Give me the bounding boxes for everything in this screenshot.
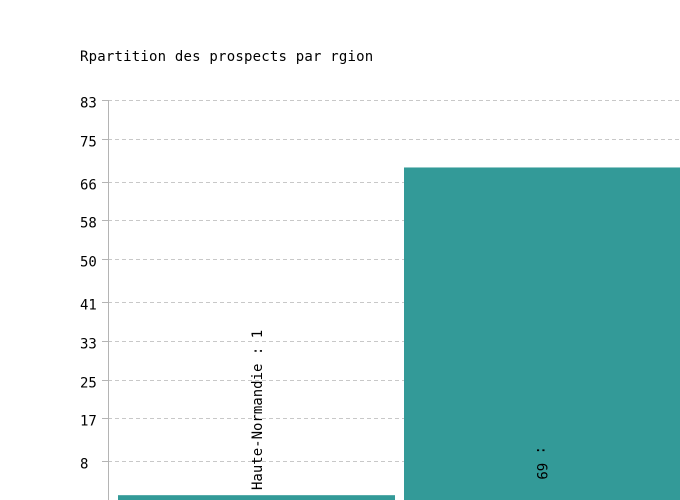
y-tick-label: 58	[80, 216, 97, 232]
y-tick-label: 83	[80, 96, 97, 112]
y-tick-label: 50	[80, 255, 97, 271]
y-tick-label: 41	[80, 298, 97, 314]
chart-title: Rpartition des prospects par rgion	[80, 49, 374, 65]
y-tick-label: 75	[80, 135, 97, 151]
y-tick-label: 33	[80, 337, 97, 353]
bar	[118, 495, 395, 500]
bar-label: Haute-Normandie : 1	[250, 330, 266, 490]
y-tick-label: 66	[80, 178, 97, 194]
bar	[404, 167, 680, 500]
y-tick-label: 17	[80, 414, 97, 430]
y-tick-label: 8	[80, 457, 88, 473]
bar-label: : 69	[533, 446, 549, 480]
y-tick-label: 25	[80, 376, 97, 392]
